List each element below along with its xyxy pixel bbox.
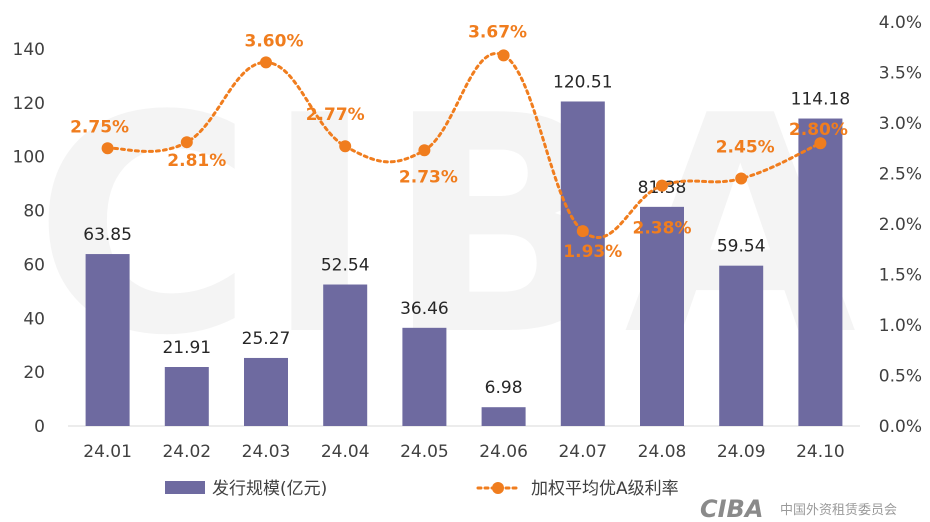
rate-data-label: 2.38%: [633, 219, 692, 239]
bar-data-label: 52.54: [321, 256, 370, 276]
x-tick-label: 24.07: [558, 442, 607, 462]
bar-data-label: 114.18: [791, 90, 850, 110]
rate-data-label: 2.75%: [70, 117, 129, 137]
rate-point: [339, 140, 352, 153]
rate-point: [180, 136, 193, 149]
rate-series-points: [101, 49, 827, 238]
x-tick-label: 24.04: [321, 442, 370, 462]
rate-data-label: 3.67%: [468, 22, 527, 42]
right-tick-label: 3.5%: [879, 64, 922, 84]
rate-data-label: 1.93%: [563, 242, 622, 262]
rate-point: [656, 179, 668, 192]
x-tick-label: 24.10: [796, 442, 845, 462]
bar-data-label: 25.27: [242, 329, 291, 349]
left-tick-label: 80: [23, 202, 45, 222]
bar: [798, 118, 843, 426]
bar-data-label: 36.46: [400, 299, 449, 319]
bar-data-label: 6.98: [485, 378, 523, 398]
bar-data-label: 63.85: [83, 225, 132, 245]
right-tick-label: 0.5%: [879, 367, 922, 387]
rate-data-label: 2.81%: [167, 151, 226, 171]
x-tick-label: 24.08: [638, 442, 687, 462]
bar: [560, 101, 605, 426]
x-tick-label: 24.05: [400, 442, 449, 462]
bar: [719, 265, 764, 426]
legend-swatch-marker: [492, 482, 504, 494]
rate-point: [735, 172, 748, 185]
legend-label-bars: 发行规模(亿元): [212, 479, 327, 499]
left-tick-label: 0: [34, 417, 45, 437]
rate-point: [814, 137, 827, 150]
rate-data-labels: 2.75% 2.81% 3.60% 2.77% 2.73% 3.67% 1.93% 2.38%…: [70, 22, 848, 262]
rate-point: [418, 144, 431, 157]
rate-point: [497, 49, 510, 62]
bar: [164, 366, 209, 426]
right-tick-label: 4.0%: [879, 13, 922, 33]
left-tick-label: 60: [23, 255, 45, 275]
rate-point: [101, 142, 114, 155]
right-tick-label: 1.0%: [879, 316, 922, 336]
bar-data-label: 120.51: [553, 72, 612, 92]
x-axis: 24.01 24.02 24.03 24.04 24.05 24.06 24.07 24.08…: [83, 442, 844, 462]
left-tick-label: 120: [13, 94, 45, 114]
right-tick-label: 0.0%: [879, 417, 922, 437]
x-tick-label: 24.03: [242, 442, 291, 462]
legend-label-line: 加权平均优A级利率: [531, 479, 679, 499]
bar: [402, 327, 447, 426]
bar: [481, 407, 526, 426]
rate-data-label: 2.73%: [399, 167, 458, 187]
right-tick-label: 2.0%: [879, 215, 922, 235]
bar: [323, 284, 368, 426]
rate-point: [260, 56, 272, 69]
watermark-logo-small: CIBA: [700, 495, 763, 522]
bar-data-label: 59.54: [717, 237, 766, 257]
right-axis: 0.0% 0.5% 1.0% 1.5% 2.0% 2.5% 3.0% 3.5% 4.0%: [879, 13, 922, 437]
rate-data-label: 2.45%: [716, 138, 775, 158]
rate-data-label: 2.77%: [306, 105, 365, 125]
legend: 发行规模(亿元) 加权平均优A级利率: [165, 479, 679, 499]
left-tick-label: 140: [13, 40, 45, 60]
bar: [85, 254, 130, 426]
right-tick-label: 2.5%: [879, 165, 922, 185]
x-tick-label: 24.09: [717, 442, 766, 462]
rate-data-label: 3.60%: [245, 31, 304, 51]
left-tick-label: 40: [23, 309, 45, 329]
bar-data-label: 21.91: [162, 338, 211, 358]
watermark-org-name: 中国外资租赁委员会: [780, 503, 897, 518]
bar-series: [85, 101, 843, 426]
rate-point: [576, 225, 589, 238]
rate-series-line: [106, 51, 822, 239]
right-tick-label: 3.0%: [879, 114, 922, 134]
x-tick-label: 24.01: [83, 442, 132, 462]
x-tick-label: 24.02: [162, 442, 211, 462]
left-axis: 0 20 40 60 80 100 120 140: [13, 40, 45, 437]
left-tick-label: 100: [13, 148, 45, 168]
x-tick-label: 24.06: [479, 442, 528, 462]
right-tick-label: 1.5%: [879, 266, 922, 286]
bar: [244, 357, 288, 426]
left-tick-label: 20: [23, 363, 45, 383]
rate-data-label: 2.80%: [789, 120, 848, 140]
bar: [640, 206, 684, 426]
legend-swatch-bars: [165, 481, 205, 494]
